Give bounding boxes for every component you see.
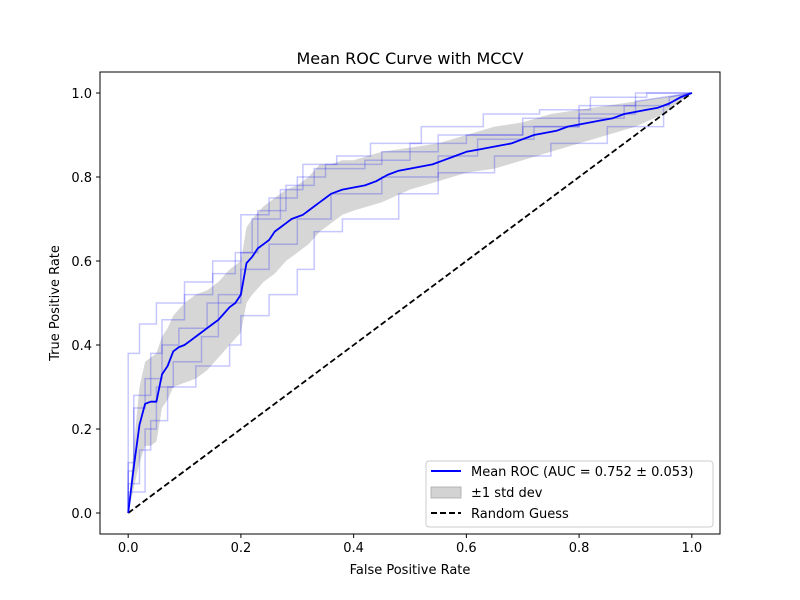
y-tick-label: 0.0 <box>71 507 92 522</box>
plot-frame <box>99 71 721 535</box>
x-tick-label: 0.0 <box>118 541 139 556</box>
legend-std-dev-label: ±1 std dev <box>471 486 543 501</box>
line-layer <box>127 92 693 514</box>
x-tick-label: 1.0 <box>681 541 702 556</box>
std-dev-band <box>128 93 692 513</box>
x-tick-label: 0.8 <box>569 541 590 556</box>
mean-roc-line <box>127 92 693 514</box>
y-axis-ticks: 0.0 0.2 0.4 0.6 0.8 1.0 <box>71 87 100 522</box>
y-tick-label: 0.2 <box>71 423 92 438</box>
std-dev-band-layer <box>128 93 692 513</box>
y-tick-label: 0.4 <box>71 339 92 354</box>
plot-area <box>99 71 721 535</box>
x-axis-ticks: 0.0 0.2 0.4 0.6 0.8 1.0 <box>118 534 702 556</box>
legend-box <box>425 460 714 528</box>
x-tick-label: 0.2 <box>231 541 252 556</box>
fold-roc-curve-5 <box>127 92 692 513</box>
fold-roc-curve-1 <box>127 92 692 513</box>
random-guess-line <box>127 92 693 514</box>
fold-roc-curve-2 <box>127 92 692 513</box>
fold-curves-layer <box>127 92 693 513</box>
legend-mean-roc-label: Mean ROC (AUC = 0.752 ± 0.053) <box>471 465 693 480</box>
x-tick-label: 0.4 <box>343 541 364 556</box>
x-axis-label: False Positive Rate <box>350 563 471 578</box>
y-tick-label: 0.8 <box>71 171 92 186</box>
y-axis-label: True Positive Rate <box>48 245 63 362</box>
x-tick-label: 0.6 <box>456 541 477 556</box>
legend: Mean ROC (AUC = 0.752 ± 0.053) ±1 std de… <box>425 460 714 528</box>
y-tick-label: 0.6 <box>71 255 92 270</box>
legend-random-guess-label: Random Guess <box>471 507 569 522</box>
fold-roc-curve-3 <box>127 92 693 513</box>
y-tick-label: 1.0 <box>71 87 92 102</box>
chart-title: Mean ROC Curve with MCCV <box>296 49 523 68</box>
legend-std-dev-swatch <box>430 486 462 499</box>
